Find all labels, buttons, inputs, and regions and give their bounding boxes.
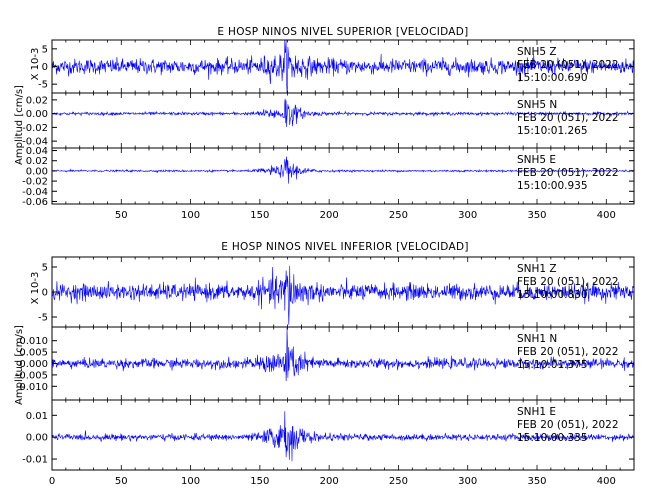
trace-time-label: 15:10:01.375 — [517, 359, 588, 371]
trace-date-label: FEB 20 (051), 2022 — [517, 346, 619, 358]
x-tick-label: 200 — [320, 210, 339, 221]
trace-time-label: 15:10:01.265 — [517, 125, 588, 137]
trace-station-label: SNH1 Z — [517, 263, 557, 275]
y-tick-label: 0 — [42, 62, 48, 73]
trace-waveform-snh5-z — [51, 40, 635, 93]
trace-time-label: 15:10:00.935 — [517, 180, 588, 192]
y-tick-label: -0.02 — [22, 177, 48, 188]
y-axis-label-superior: Amplitud [cm/s] — [14, 85, 25, 165]
x-tick-label: 100 — [181, 210, 200, 221]
trace-waveform-snh1-n — [51, 327, 635, 382]
x-tick-label: 400 — [597, 210, 616, 221]
x-tick-label: 400 — [597, 476, 616, 487]
x-tick-label: 100 — [181, 476, 200, 487]
trace-time-label: 15:10:00.690 — [517, 72, 588, 84]
x-tick-label: 200 — [320, 476, 339, 487]
x-tick-label: 150 — [250, 210, 269, 221]
y-tick-label: 0.00 — [26, 166, 48, 177]
x-tick-label: 0 — [49, 476, 55, 487]
trace-station-label: SNH5 E — [517, 154, 556, 166]
trace-station-label: SNH5 Z — [517, 46, 557, 58]
chart-title-superior: E HOSP NINOS NIVEL SUPERIOR [VELOCIDAD] — [217, 26, 468, 38]
x-tick-label: 250 — [389, 476, 408, 487]
y-axis-label-inferior: Amplitud [cm/s] — [14, 325, 25, 405]
x-tick-label: 250 — [389, 210, 408, 221]
chart-superior: E HOSP NINOS NIVEL SUPERIOR [VELOCIDAD] … — [14, 26, 635, 221]
x-tick-label: 50 — [115, 210, 128, 221]
trace-waveform-snh5-n — [51, 98, 635, 128]
y-tick-label: 0.01 — [26, 411, 48, 422]
y-tick-label: 0.02 — [26, 156, 48, 167]
scale-label-superior: X 10-3 — [30, 48, 41, 81]
y-tick-label: -0.010 — [16, 382, 48, 393]
scale-label-inferior: X 10-3 — [30, 272, 41, 305]
y-tick-label: 0.04 — [26, 146, 48, 157]
chart-inferior: E HOSP NINOS NIVEL INFERIOR [VELOCIDAD] … — [14, 241, 635, 487]
y-tick-label: -0.06 — [22, 197, 48, 208]
y-tick-label: -0.04 — [22, 137, 48, 148]
y-tick-label: -0.04 — [22, 187, 48, 198]
y-tick-label: 0.010 — [19, 336, 48, 347]
trace-station-label: SNH5 N — [517, 99, 557, 111]
x-tick-label: 50 — [115, 476, 128, 487]
trace-date-label: FEB 20 (051), 2022 — [517, 167, 619, 179]
trace-waveform-snh1-e — [51, 411, 635, 462]
y-tick-label: 0 — [42, 288, 48, 299]
x-tick-label: 300 — [458, 210, 477, 221]
y-tick-label: -0.005 — [16, 370, 48, 381]
y-tick-label: -0.01 — [22, 455, 48, 466]
y-tick-label: 0.00 — [26, 433, 48, 444]
trace-date-label: FEB 20 (051), 2022 — [517, 112, 619, 124]
trace-station-label: SNH1 N — [517, 333, 557, 345]
trace-date-label: FEB 20 (051), 2022 — [517, 419, 619, 431]
y-tick-label: -5 — [38, 313, 48, 324]
x-tick-label: 300 — [458, 476, 477, 487]
y-tick-label: -5 — [38, 80, 48, 91]
trace-waveform-snh1-z — [51, 265, 635, 325]
trace-time-label: 15:10:00.335 — [517, 432, 588, 444]
y-tick-label: 0.00 — [26, 109, 48, 120]
x-tick-label: 150 — [250, 476, 269, 487]
y-tick-label: 0.02 — [26, 95, 48, 106]
x-tick-label: 350 — [527, 476, 546, 487]
y-tick-label: 5 — [42, 44, 48, 55]
y-tick-label: -0.02 — [22, 123, 48, 134]
y-tick-label: 0.005 — [19, 348, 48, 359]
trace-station-label: SNH1 E — [517, 406, 556, 418]
y-tick-label: 0.000 — [19, 359, 48, 370]
chart-title-inferior: E HOSP NINOS NIVEL INFERIOR [VELOCIDAD] — [221, 241, 468, 253]
trace-waveform-snh5-e — [51, 156, 635, 184]
trace-time-label: 15:10:00.830 — [517, 289, 588, 301]
trace-date-label: FEB 20 (051), 2022 — [517, 59, 619, 71]
trace-date-label: FEB 20 (051), 2022 — [517, 276, 619, 288]
y-tick-label: 5 — [42, 263, 48, 274]
x-tick-label: 350 — [527, 210, 546, 221]
